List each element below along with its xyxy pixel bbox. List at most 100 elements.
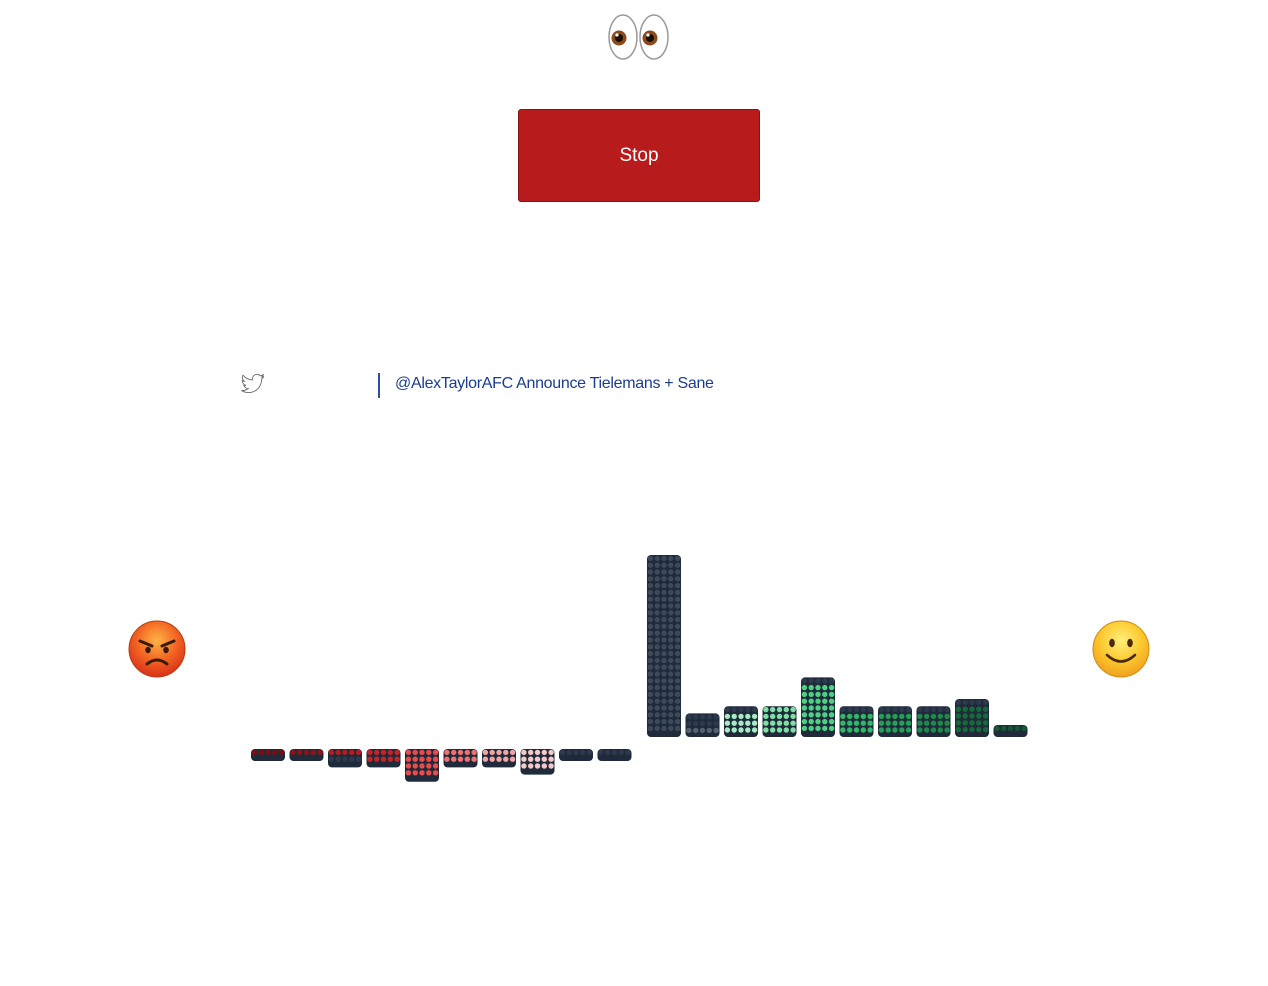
- positive-bar-6: [878, 706, 912, 737]
- positive-bar-0-dot: [647, 589, 654, 596]
- positive-bar-8-dot: [969, 706, 975, 712]
- positive-bar-2-dot: [738, 706, 744, 713]
- positive-bar-6-dot: [899, 713, 905, 720]
- positive-bar-0-dot: [647, 705, 654, 711]
- positive-bar-8-dot: [962, 699, 968, 706]
- positive-bar-7-dot: [937, 706, 943, 713]
- negative-bar-0-dot: [251, 749, 258, 756]
- positive-bar-3-dot: [790, 720, 796, 726]
- positive-bar-0-dot: [654, 725, 660, 732]
- negative-bar-0-dot: [265, 749, 271, 756]
- positive-bar-3-dot: [763, 727, 769, 733]
- positive-bar-8-dot: [962, 726, 968, 733]
- positive-bar-3-dot: [763, 720, 769, 726]
- positive-bar-4-dot: [815, 691, 821, 698]
- positive-bar-2-dot: [724, 720, 731, 726]
- positive-bar-4-dot: [808, 705, 814, 711]
- negative-bar-1-dot: [303, 749, 310, 756]
- negative-bar-4-dot: [426, 763, 432, 769]
- negative-bar-3-background: [366, 749, 401, 768]
- positive-bar-0-dot: [654, 671, 660, 677]
- positive-bar-3-dot: [776, 706, 783, 713]
- positive-bar-0-dot: [654, 603, 660, 609]
- positive-bar-0-dot: [654, 678, 660, 684]
- negative-bar-1-dot: [290, 749, 296, 756]
- positive-bar-0-dot: [674, 664, 681, 670]
- positive-bar-0-dot: [654, 562, 660, 568]
- positive-bar-5-dot: [853, 713, 860, 720]
- positive-bar-1-background: [685, 713, 720, 737]
- negative-bar-2-dot: [355, 749, 362, 756]
- eyes-emoji-icon: [608, 14, 669, 60]
- positive-bar-0-dot: [654, 712, 660, 718]
- tweet-divider: [378, 373, 380, 398]
- negative-bar-7-dot: [534, 749, 541, 756]
- positive-bar-2-dot: [751, 727, 758, 733]
- positive-bar-4-dot: [822, 678, 828, 684]
- positive-bar-5-dot: [853, 727, 860, 733]
- positive-bar-0-dot: [661, 705, 667, 711]
- positive-bar-2-dot: [745, 713, 751, 720]
- negative-bar-8-background: [559, 749, 593, 761]
- positive-bar-8-dot: [955, 720, 962, 726]
- positive-bar-0-dot: [654, 596, 660, 602]
- positive-bar-4-dot: [808, 691, 814, 698]
- positive-bar-0-dot: [661, 691, 667, 698]
- positive-bar-0-dot: [674, 596, 681, 602]
- positive-bar-2-dot: [731, 720, 737, 726]
- positive-bar-0-dot: [661, 576, 667, 582]
- positive-bar-8-dot: [962, 713, 968, 719]
- positive-bar-4-dot: [822, 725, 828, 732]
- negative-bar-1-dot: [317, 749, 323, 756]
- positive-bar-4: [801, 677, 835, 737]
- negative-bar-7-background: [520, 749, 555, 775]
- positive-bar-0-dot: [668, 650, 674, 657]
- negative-bar-3-dot: [380, 749, 387, 756]
- positive-bar-1-dot: [686, 714, 692, 720]
- positive-bar-0-dot: [668, 691, 674, 698]
- positive-bar-7-dot: [917, 713, 923, 720]
- positive-bar-9-background: [993, 725, 1028, 737]
- negative-bar-7-dot: [528, 756, 534, 762]
- negative-bar-6-dot: [496, 749, 502, 756]
- positive-bar-9-dot: [994, 725, 1000, 732]
- positive-bar-4-dot: [808, 678, 814, 684]
- positive-bar-5-dot: [860, 720, 866, 726]
- positive-bar-0-dot: [668, 678, 674, 684]
- positive-bar-0-dot: [654, 657, 660, 664]
- negative-bar-6: [482, 749, 516, 768]
- smiling-face-icon: [1092, 620, 1150, 678]
- stop-button[interactable]: Stop: [518, 109, 760, 202]
- negative-bar-0: [251, 749, 285, 761]
- negative-bar-6-background: [482, 749, 516, 768]
- negative-bar-5-dot: [451, 749, 457, 756]
- negative-bar-4-dot: [419, 749, 425, 756]
- positive-bar-7-dot: [944, 720, 950, 726]
- positive-bar-3-dot: [776, 720, 783, 726]
- positive-bar-0-dot: [654, 630, 660, 636]
- positive-bar-6-dot: [885, 720, 891, 726]
- positive-bar-8-dot: [976, 726, 982, 733]
- positive-bar-0-dot: [647, 671, 654, 677]
- positive-bar-4-dot: [808, 725, 814, 732]
- negative-bar-4-dot: [426, 756, 432, 762]
- positive-bar-0-dot: [654, 555, 660, 562]
- positive-bar-0-dot: [674, 657, 681, 664]
- negative-bar-7-dot: [548, 763, 554, 769]
- positive-bar-8-dot: [969, 720, 975, 726]
- positive-bar-7-dot: [924, 706, 930, 713]
- positive-bar-3-dot: [770, 713, 776, 720]
- positive-bar-0-background: [647, 555, 681, 737]
- positive-bar-0-dot: [647, 610, 654, 616]
- positive-bar-0-dot: [661, 582, 667, 589]
- positive-bar-0-dot: [674, 678, 681, 684]
- negative-bar-2-dot: [342, 756, 348, 762]
- positive-bar-0-dot: [647, 657, 654, 664]
- positive-bar-0-dot: [647, 616, 654, 623]
- positive-bar-6-background: [878, 706, 912, 737]
- positive-bar-5-dot: [853, 720, 860, 726]
- positive-bar-0-dot: [661, 671, 667, 677]
- positive-bar-2-dot: [724, 706, 731, 713]
- negative-bar-1-dot: [310, 749, 316, 756]
- negative-bar-6-dot: [509, 749, 516, 756]
